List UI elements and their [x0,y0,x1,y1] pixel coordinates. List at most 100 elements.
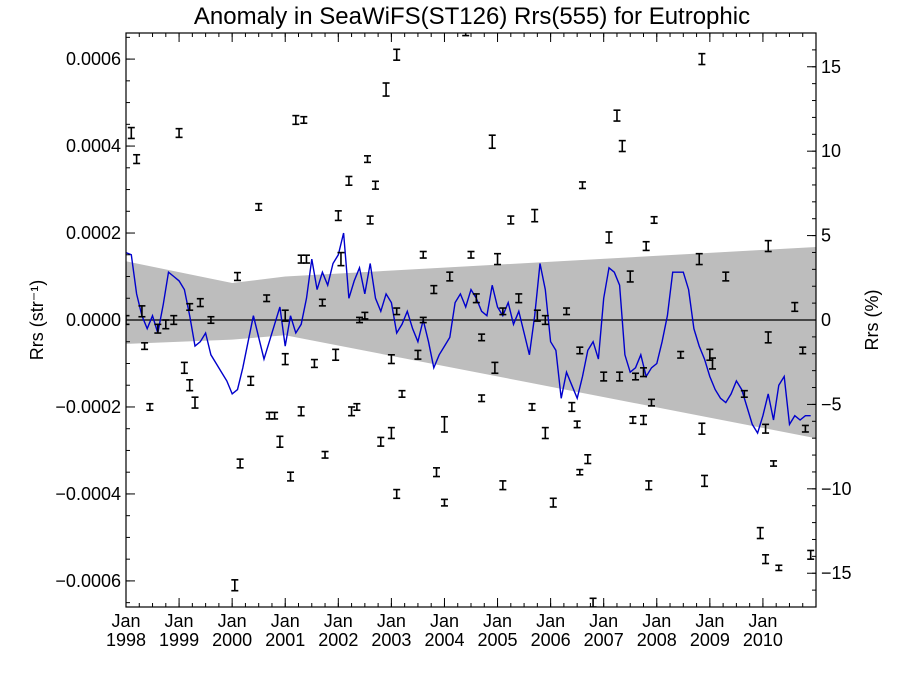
error-bar-point [126,314,130,326]
error-bar-point [398,389,406,398]
error-bar-point [541,314,549,326]
x-tick-year-label: 2010 [743,630,783,650]
error-bar-point [191,396,199,409]
x-tick-year-label: 2006 [531,630,571,650]
x-tick-month-label: Jan [165,611,194,631]
error-bar-point [563,307,571,316]
error-bar-point [695,252,703,266]
error-bar-point [292,114,300,126]
error-bar-point [430,284,438,295]
error-bar-point [494,252,502,266]
x-tick-year-label: 2000 [212,630,252,650]
error-bar-point [371,180,379,190]
error-bar-point [281,309,289,322]
error-bar-point [722,271,730,282]
error-bar-point [170,314,178,326]
error-bar-point [318,298,326,307]
error-bar-point [499,307,507,316]
y-axis-left-label: Rrs (str⁻¹) [27,280,47,360]
x-tick-year-label: 2005 [478,630,518,650]
error-bar-point [632,372,640,381]
error-bar-point [440,415,448,433]
error-bar-point [236,458,244,469]
error-bar-point [387,426,395,440]
error-bar-point [488,134,496,150]
error-bar-point [255,202,263,212]
x-tick-year-label: 1998 [106,630,146,650]
error-bar-point [640,367,647,378]
error-bar-point [281,352,289,366]
x-tick-year-label: 2004 [424,630,464,650]
error-bar-point [233,271,241,282]
error-bar-point [302,254,310,264]
error-bar-point [393,307,401,316]
error-bar-point [141,342,149,351]
error-bar-point [180,361,188,375]
x-tick-month-label: Jan [483,611,512,631]
error-bar-point [276,435,284,448]
error-bar-point [507,215,515,225]
x-tick-year-label: 2003 [371,630,411,650]
error-bar-point [640,414,647,426]
error-bar-point [263,294,271,303]
error-bar-point [756,526,764,540]
uncertainty-band-layer [126,246,816,439]
error-bar-point [138,305,146,318]
y-left-tick-label: −0.0002 [55,397,121,417]
y-right-tick-label: 0 [821,310,831,330]
error-bar-point [541,426,549,440]
error-bar-point [491,361,499,375]
error-bar-point [647,398,655,407]
x-tick-year-label: 2007 [584,630,624,650]
error-bars-layer [126,33,815,607]
error-bar-point [353,402,361,412]
error-bar-point [265,411,273,420]
chart-title: Anomaly in SeaWiFS(ST126) Rrs(555) for E… [194,3,750,30]
error-bar-point [186,378,194,392]
error-bar-point [576,346,584,355]
error-bar-point [478,333,486,342]
error-bar-point [762,423,770,434]
error-bar-point [573,420,581,429]
error-bar-point [297,406,305,417]
error-bar-point [584,454,592,465]
error-bar-point [446,271,454,282]
error-bar-point [764,239,772,253]
error-bar-point [207,315,215,325]
error-bar-point [605,231,613,244]
error-bar-point [626,270,634,283]
error-bar-point [531,208,539,223]
error-bar-point [300,115,308,125]
error-bar-point [337,251,345,267]
error-bar-point [515,293,523,304]
x-tick-month-label: Jan [377,611,406,631]
x-tick-month-label: Jan [324,611,353,631]
y-right-tick-label: 5 [821,226,831,246]
error-bar-point [576,468,584,476]
anomaly-series-line [126,232,811,435]
y-left-tick-label: 0.0004 [66,136,121,156]
y-axis-right-label: Rrs (%) [862,290,882,351]
error-bar-point [366,215,374,225]
x-tick-month-label: Jan [589,611,618,631]
x-tick-month-label: Jan [218,611,247,631]
error-bar-point [345,175,353,186]
y-right-tick-label: −10 [821,479,852,499]
error-bar-point [419,316,427,324]
error-bar-point [419,250,427,259]
error-bar-point [231,579,239,592]
y-left-tick-label: 0.0006 [66,49,121,69]
error-bar-point [568,401,576,413]
y-left-tick-label: −0.0004 [55,484,121,504]
error-bar-point [701,474,709,488]
error-bar-point [600,371,608,382]
y-right-tick-label: 10 [821,141,841,161]
error-bar-point [162,319,170,330]
error-bar-point [334,210,342,222]
error-bar-point [467,250,475,259]
error-bar-point [287,471,295,482]
error-bar-point [770,460,778,467]
error-bar-point [618,139,626,153]
error-bar-point [616,371,624,382]
error-bar-point [533,309,541,322]
